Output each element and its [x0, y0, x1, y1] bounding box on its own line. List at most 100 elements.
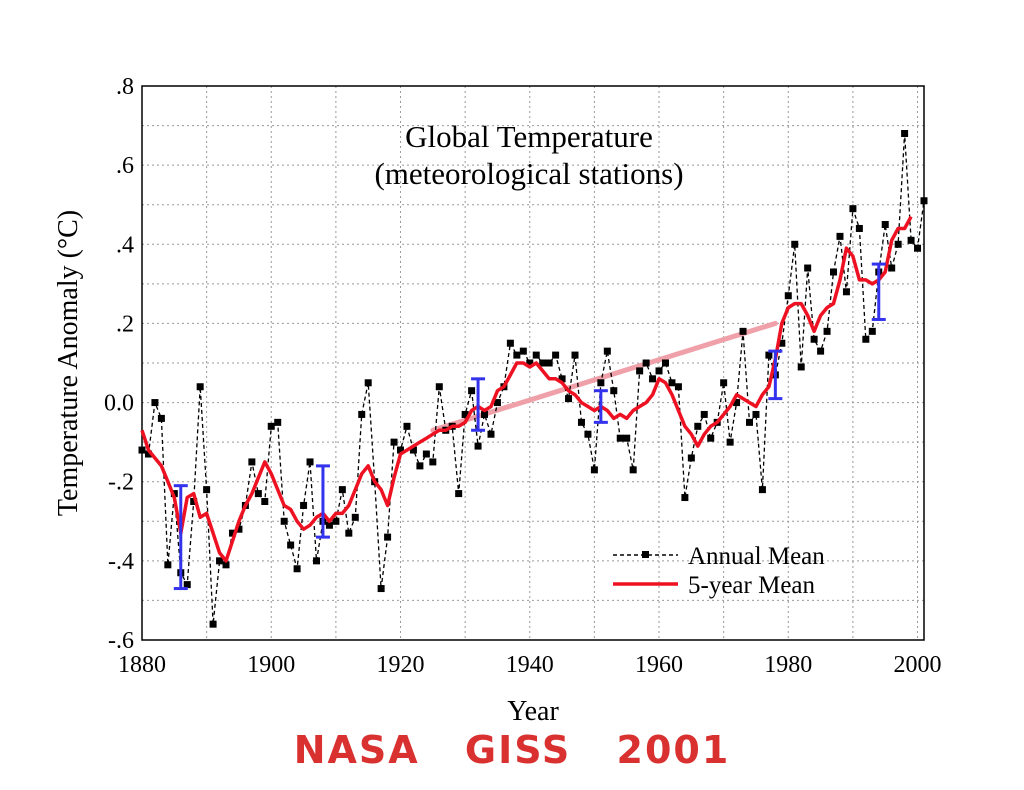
annual-mean-point: [157, 414, 165, 422]
annual-mean-point: [707, 434, 715, 442]
error-bar: [471, 377, 486, 432]
annual-mean-point: [784, 292, 792, 300]
annual-mean-point: [746, 418, 754, 426]
annual-mean-point: [377, 585, 385, 593]
annual-mean-point: [312, 557, 320, 565]
annual-mean-point: [804, 264, 812, 272]
annual-mean-point: [461, 410, 469, 418]
x-tick-label: 1920: [377, 652, 425, 678]
annual-mean-point: [435, 383, 443, 391]
annual-mean-point: [765, 351, 773, 359]
annual-mean-point: [280, 517, 288, 525]
error-bar: [593, 389, 608, 424]
chart-title: Global Temperature: [405, 119, 653, 154]
annual-mean-point: [390, 438, 398, 446]
footer-caption: NASA GISS 2001: [293, 728, 731, 772]
plot-frame: [141, 85, 925, 641]
annual-mean-point: [655, 367, 663, 375]
x-tick-label: 2000: [894, 652, 942, 678]
annual-mean-point: [791, 240, 799, 248]
grid-lines: [142, 86, 924, 640]
annual-mean-point: [823, 327, 831, 335]
chart-subtitle: (meteorological stations): [374, 156, 683, 191]
y-tick-label: -.6: [108, 628, 134, 654]
error-bar: [315, 464, 330, 539]
annual-mean-point: [642, 359, 650, 367]
annual-mean-point: [636, 367, 644, 375]
annual-mean-point: [403, 422, 411, 430]
annual-mean-point: [261, 498, 269, 505]
annual-mean-point: [687, 454, 695, 462]
annual-mean-point: [209, 620, 217, 628]
annual-mean-point: [384, 533, 392, 541]
legend: Annual Mean 5-year Mean: [613, 543, 825, 599]
annual-mean-point: [345, 529, 353, 537]
annual-mean-point: [881, 221, 889, 228]
annual-mean-point: [216, 557, 224, 565]
annual-mean-point: [351, 513, 359, 521]
annual-mean-point: [397, 446, 405, 454]
annual-mean-point: [248, 458, 256, 466]
x-tick-label: 1880: [118, 652, 166, 678]
annual-mean-point: [907, 236, 915, 244]
x-axis-label: Year: [507, 696, 559, 727]
annual-mean-point: [196, 383, 204, 391]
annual-mean-point: [571, 351, 579, 359]
y-axis-label: Temperature Anomaly (°C): [53, 210, 84, 516]
annual-mean-point: [300, 501, 308, 509]
annual-mean-point: [603, 347, 611, 355]
annual-mean-point: [306, 458, 314, 466]
annual-mean-point: [739, 327, 747, 335]
annual-mean-point: [733, 399, 741, 407]
five-year-mean-series: [140, 215, 913, 563]
annual-mean-point: [577, 418, 585, 426]
annual-mean-point: [623, 434, 631, 442]
annual-mean-point: [868, 327, 876, 335]
annual-mean-series: [138, 129, 928, 628]
annual-mean-point: [429, 458, 437, 466]
annual-mean-point: [267, 422, 275, 430]
annual-mean-point: [151, 399, 159, 407]
x-tick-label: 1940: [506, 652, 554, 678]
annual-mean-point: [409, 446, 417, 454]
annual-mean-point: [545, 359, 553, 367]
error-bar: [768, 349, 783, 401]
annual-mean-point: [810, 335, 818, 343]
annual-mean-point: [565, 395, 573, 403]
y-tick-label: .4: [116, 232, 134, 258]
error-bars: [173, 262, 886, 591]
trend-line: [430, 320, 778, 433]
annual-mean-point: [649, 375, 657, 383]
x-tick-label: 1980: [764, 652, 812, 678]
annual-mean-point: [681, 494, 689, 502]
annual-mean-point: [287, 541, 295, 549]
annual-mean-point: [364, 379, 372, 387]
annual-mean-point: [254, 490, 262, 498]
annual-mean-point: [726, 438, 734, 446]
legend-annual-marker: [642, 551, 649, 558]
annual-mean-point: [629, 466, 637, 474]
error-bar: [173, 484, 188, 591]
y-tick-label: -.4: [108, 549, 134, 575]
annual-mean-point: [894, 240, 902, 248]
annual-mean-point: [513, 351, 521, 359]
annual-mean-point: [144, 450, 152, 458]
annual-mean-point: [888, 264, 896, 272]
annual-mean-point: [487, 430, 495, 438]
annual-mean-point: [293, 565, 301, 573]
x-tick-labels: 1880 1900 1920 1940 1960 1980 2000: [118, 652, 942, 678]
annual-mean-point: [558, 375, 566, 383]
annual-mean-point: [752, 410, 760, 418]
annual-mean-point: [481, 410, 489, 418]
annual-mean-point: [901, 129, 909, 137]
error-bar: [871, 262, 886, 321]
annual-mean-point: [700, 410, 708, 418]
annual-mean-point: [584, 430, 592, 438]
annual-mean-point: [836, 232, 844, 240]
annual-mean-point: [474, 442, 482, 450]
annual-mean-point: [228, 529, 236, 537]
annual-mean-point: [274, 418, 282, 426]
annual-mean-point: [519, 347, 527, 355]
annual-mean-point: [862, 335, 870, 343]
annual-mean-point: [416, 462, 424, 470]
